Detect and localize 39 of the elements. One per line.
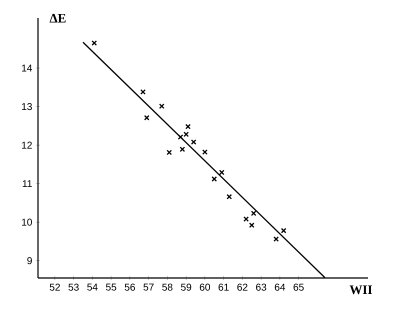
point: [243, 216, 249, 222]
y-tick-label: 12: [22, 142, 32, 149]
point: [144, 114, 150, 121]
x-tick-label: 59: [180, 284, 192, 291]
point: [273, 236, 279, 242]
point: [190, 139, 196, 145]
x-tick-label: 63: [256, 284, 266, 291]
point: [226, 194, 232, 200]
point: [185, 124, 191, 130]
x-tick-label: 57: [143, 284, 154, 291]
point: [202, 149, 208, 155]
x-tick-label: 61: [218, 284, 229, 291]
x-tick-label: 55: [106, 284, 116, 291]
x-tick-label: 58: [162, 284, 172, 291]
y-tick-label: 11: [22, 180, 32, 188]
x-tick-label: 65: [294, 284, 304, 291]
point: [140, 89, 146, 95]
y-tick-label: 13: [22, 103, 32, 110]
point: [91, 40, 98, 46]
x-tick-label: 60: [200, 284, 210, 291]
point: [211, 176, 218, 182]
point: [280, 228, 286, 234]
x-tick-label: 56: [124, 284, 135, 291]
x-tick-label: 64: [274, 284, 286, 291]
x-tick-label: 52: [50, 284, 60, 291]
point: [158, 103, 165, 109]
x-tick-label: 54: [87, 284, 98, 291]
point: [166, 150, 172, 156]
point: [180, 146, 186, 152]
x-axis-title: WII: [350, 286, 372, 294]
point: [218, 170, 225, 176]
x-tick-label: 62: [237, 284, 248, 291]
point: [250, 210, 256, 216]
y-axis-title: ΔE: [50, 14, 66, 22]
x-tick-label: 53: [68, 284, 79, 291]
y-tick-label: 10: [22, 218, 32, 226]
y-tick-label: 9: [27, 257, 32, 264]
y-tick-label: 14: [22, 64, 32, 72]
point: [248, 222, 255, 228]
